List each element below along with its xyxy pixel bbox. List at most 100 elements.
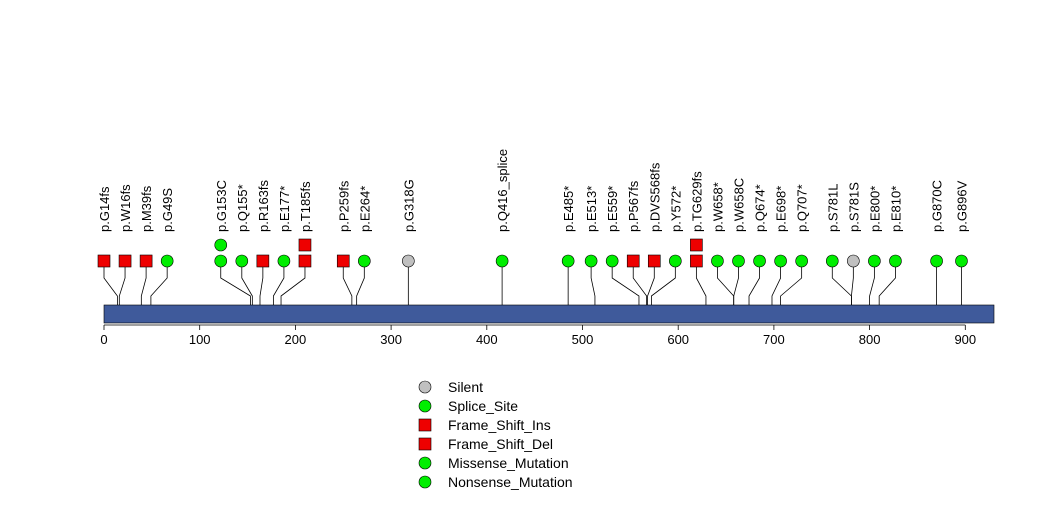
stem-24	[780, 261, 803, 305]
x-tick-label-700: 700	[763, 332, 785, 347]
mutation-label-26: p.S781S	[846, 182, 861, 232]
mutation-marker-21-0	[732, 254, 745, 268]
stem-21	[733, 261, 739, 305]
x-tick-label-500: 500	[572, 332, 594, 347]
mutation-label-25: p.S781L	[825, 184, 840, 232]
legend-label-0: Silent	[448, 379, 483, 395]
mutation-label-2: p.M39fs	[139, 185, 154, 232]
legend-label-1: Splice_Site	[448, 398, 518, 414]
stem-5	[241, 261, 253, 305]
stem-8	[280, 261, 306, 305]
mutation-marker-14-0	[584, 254, 598, 268]
mutation-marker-22-0	[753, 254, 766, 268]
mutation-label-7: p.E177*	[277, 186, 292, 232]
mutation-label-21: p.W658C	[731, 178, 746, 232]
mutation-label-16: p.P567fs	[626, 180, 641, 232]
stem-17	[647, 261, 655, 305]
legend-label-2: Frame_Shift_Ins	[448, 417, 551, 433]
x-tick-label-0: 0	[100, 332, 107, 347]
mutation-label-22: p.Q674*	[753, 184, 768, 232]
stem-6	[259, 261, 264, 305]
stem-16	[632, 261, 648, 305]
stem-1	[118, 261, 126, 305]
stem-26	[851, 261, 854, 305]
legend-marker-1	[418, 399, 432, 413]
stem-18	[651, 261, 676, 305]
mutation-label-5: p.Q155*	[235, 184, 250, 232]
x-tick-label-400: 400	[476, 332, 498, 347]
mutation-marker-7-0	[277, 254, 291, 268]
stem-7	[272, 261, 285, 305]
mutation-marker-4-0	[214, 254, 228, 268]
mutation-marker-30-0	[955, 254, 968, 268]
mutation-marker-10-0	[358, 254, 371, 268]
mutation-marker-8-1	[298, 238, 312, 252]
x-tick-label-300: 300	[380, 332, 402, 347]
mutation-marker-23-0	[774, 254, 787, 268]
legend-marker-5	[418, 475, 432, 489]
mutation-marker-5-0	[235, 254, 249, 268]
stem-27	[869, 261, 875, 305]
stem-28	[878, 261, 896, 305]
mutation-marker-17-0	[647, 254, 661, 268]
mutation-marker-8-0	[298, 254, 312, 268]
mutation-label-9: p.P259fs	[336, 180, 351, 232]
mutation-marker-27-0	[868, 254, 881, 268]
mutation-marker-24-0	[795, 254, 808, 268]
stem-2	[140, 261, 147, 305]
mutation-label-28: p.E810*	[888, 186, 903, 232]
mutation-marker-18-0	[669, 254, 682, 268]
stem-4	[220, 261, 251, 305]
stem-22	[748, 261, 760, 305]
x-tick-label-600: 600	[667, 332, 689, 347]
mutation-label-14: p.E513*	[584, 186, 599, 232]
markers-layer	[97, 238, 968, 268]
mutation-label-17: p.DVS568fs	[647, 162, 662, 232]
mutation-marker-2-0	[139, 254, 153, 268]
legend-label-4: Missense_Mutation	[448, 455, 569, 471]
stem-15	[611, 261, 640, 305]
mutation-label-30: p.G896V	[954, 180, 969, 232]
x-tick-label-200: 200	[285, 332, 307, 347]
mutation-label-27: p.E800*	[867, 186, 882, 232]
mutation-marker-1-0	[118, 254, 132, 268]
mutation-marker-20-0	[711, 254, 724, 268]
legend-marker-2	[418, 418, 432, 432]
stem-0	[103, 261, 118, 305]
mutation-label-1: p.W16fs	[118, 184, 133, 232]
mutation-label-19: p.TG629fs	[689, 171, 704, 232]
stem-19	[695, 261, 707, 305]
x-tick-label-800: 800	[859, 332, 881, 347]
mutation-marker-16-0	[626, 254, 640, 268]
stem-3	[150, 261, 168, 305]
mutation-label-20: p.W658*	[710, 182, 725, 232]
mutation-label-0: p.G14fs	[97, 186, 112, 232]
mutation-label-3: p.G49S	[160, 188, 175, 232]
mutation-marker-29-0	[930, 254, 943, 268]
mutation-marker-13-0	[561, 254, 575, 268]
mutation-marker-19-1	[690, 238, 703, 252]
stems-layer	[103, 261, 962, 305]
legend-marker-3	[418, 437, 432, 451]
mutation-marker-19-0	[690, 254, 703, 268]
mutation-label-11: p.G318G	[401, 179, 416, 232]
x-tick-label-900: 900	[954, 332, 976, 347]
mutation-marker-6-0	[256, 254, 270, 268]
mutation-label-15: p.E559*	[605, 186, 620, 232]
stem-9	[342, 261, 353, 305]
stem-20	[717, 261, 735, 305]
mutation-label-12: p.Q416_splice	[495, 149, 510, 232]
mutation-label-24: p.Q707*	[795, 184, 810, 232]
mutation-marker-26-0	[847, 254, 860, 268]
legend-marker-4	[418, 456, 432, 470]
mutation-label-29: p.G870C	[930, 180, 945, 232]
protein-domain-bar	[103, 304, 995, 324]
labels-layer: p.G14fs p.W16fs p.M39fs p.G49S p.G153C p.Q155…	[97, 149, 969, 232]
stem-25	[831, 261, 852, 305]
mutation-marker-12-0	[495, 254, 509, 268]
mutation-marker-0-0	[97, 254, 111, 268]
mutation-marker-11-0	[402, 254, 415, 268]
mutation-marker-9-0	[336, 254, 350, 268]
mutation-label-23: p.E698*	[774, 186, 789, 232]
